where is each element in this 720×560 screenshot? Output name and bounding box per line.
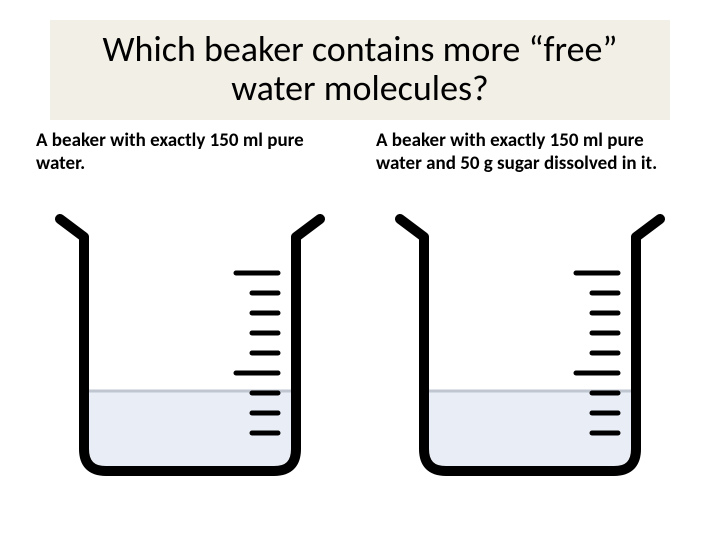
right-caption: A beaker with exactly 150 ml pure water …	[370, 130, 690, 176]
left-column: A beaker with exactly 150 ml pure water.	[30, 130, 350, 502]
beaker-left	[40, 191, 340, 501]
right-beaker-wrap	[370, 191, 690, 501]
right-column: A beaker with exactly 150 ml pure water …	[370, 130, 690, 502]
page-title: Which beaker contains more “free” water …	[70, 30, 650, 108]
left-beaker-wrap	[30, 191, 350, 501]
beaker-right	[380, 191, 680, 501]
title-band: Which beaker contains more “free” water …	[50, 20, 670, 120]
left-caption: A beaker with exactly 150 ml pure water.	[30, 130, 350, 176]
columns: A beaker with exactly 150 ml pure water.…	[0, 130, 720, 502]
